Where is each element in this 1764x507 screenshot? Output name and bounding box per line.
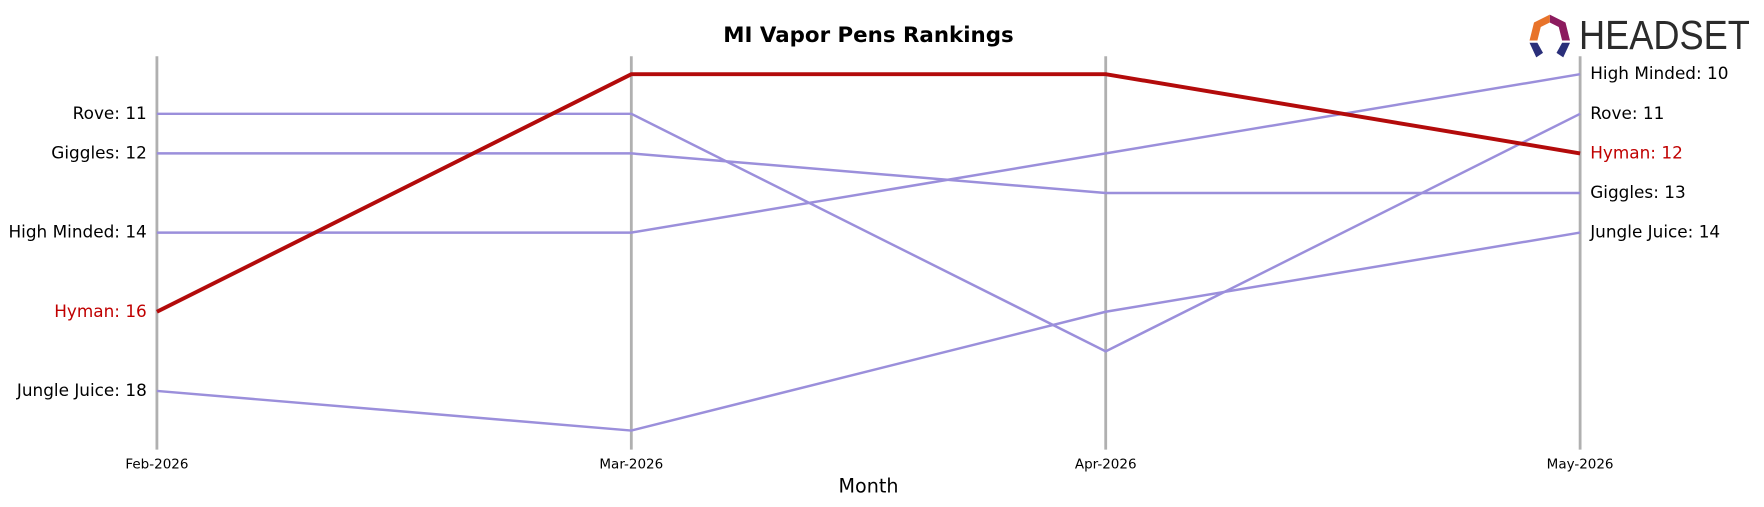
data-label: Hyman: 16 xyxy=(54,301,147,321)
chart-title: MI Vapor Pens Rankings xyxy=(723,23,1013,48)
logo-text: HEADSET xyxy=(1579,12,1750,58)
x-axis-label: Month xyxy=(839,474,899,497)
series-line xyxy=(156,72,1581,314)
data-label: Giggles: 13 xyxy=(1590,182,1685,202)
x-tick-label: May-2026 xyxy=(1547,456,1614,472)
series-line xyxy=(156,231,1581,432)
data-label: Hyman: 12 xyxy=(1590,142,1683,162)
x-tick-label: Mar-2026 xyxy=(599,456,663,472)
data-label: High Minded: 14 xyxy=(8,222,146,242)
logo-icon xyxy=(1529,42,1544,58)
data-label: High Minded: 10 xyxy=(1590,63,1728,83)
logo-icon xyxy=(1549,14,1570,41)
data-label: Rove: 11 xyxy=(1590,103,1664,123)
logo-icon xyxy=(1529,14,1550,41)
series-line xyxy=(156,152,1581,195)
logo-icon xyxy=(1556,42,1570,58)
data-label: Jungle Juice: 14 xyxy=(1589,222,1720,242)
logo: HEADSET xyxy=(1529,12,1750,58)
x-tick-label: Feb-2026 xyxy=(125,456,188,472)
data-label: Jungle Juice: 18 xyxy=(16,380,147,400)
data-label: Rove: 11 xyxy=(73,103,147,123)
series-line xyxy=(156,112,1581,353)
x-tick-label: Apr-2026 xyxy=(1075,456,1137,472)
data-label: Giggles: 12 xyxy=(51,142,146,162)
